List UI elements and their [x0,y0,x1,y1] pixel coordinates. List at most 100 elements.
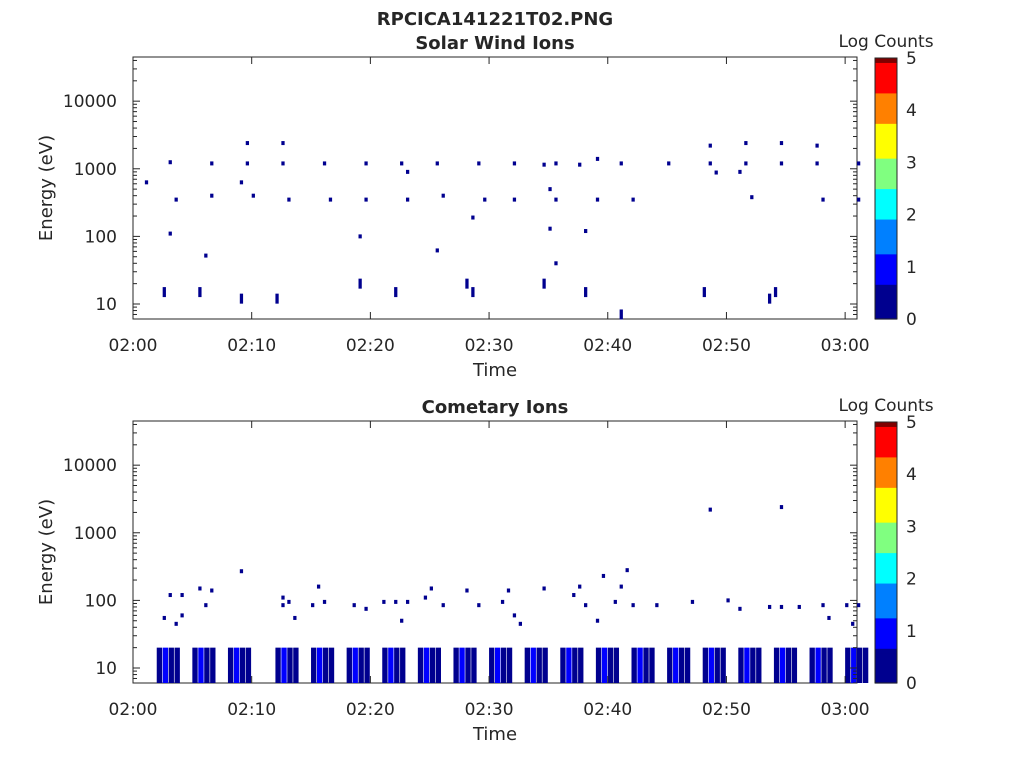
heatmap-cell [815,647,821,683]
x-tick-label: 02:50 [702,700,751,720]
heatmap-cell [471,215,475,220]
heatmap-cell [595,618,600,623]
y-tick-label: 1000 [74,524,117,544]
colorbar-segment [875,262,897,268]
colorbar-segment [875,258,897,264]
heatmap-cell [245,141,250,146]
colorbar-segment [875,140,897,146]
heatmap-cell [483,197,487,202]
colorbar-segment [875,430,897,436]
heatmap-cell [542,647,548,683]
heatmap-cell [287,647,293,683]
heatmap-cell [287,197,291,202]
heatmap-cell [815,161,819,166]
heatmap-cell [821,197,825,202]
heatmap-cell [435,647,441,683]
heatmap-cell [631,647,637,683]
heatmap-cell [578,584,582,589]
heatmap-cell [678,647,685,683]
heatmap-cell [162,287,166,298]
colorbar-segment [875,452,897,458]
heatmap-cell [518,621,523,626]
heatmap-cell [607,647,614,683]
colorbar-segment [875,118,897,124]
heatmap-cell [744,141,748,146]
heatmap-cell [773,647,780,683]
colorbar-segment [875,145,897,150]
heatmap-cell [773,287,778,298]
colorbar-segment [875,517,897,523]
heatmap-cell [779,161,784,166]
heatmap-cell [637,647,643,683]
x-tick-label: 02:20 [346,700,395,720]
colorbar-segment [875,292,897,298]
heatmap-cell [578,162,582,167]
heatmap-cell [322,647,329,683]
heatmap-cell [756,647,762,683]
heatmap-cell [364,161,368,166]
heatmap-cell [619,161,623,166]
heatmap-cell [180,613,184,618]
heatmap-cell [708,161,712,166]
heatmap-cell [441,193,445,198]
colorbar-segment [875,435,897,440]
y-tick-label: 100 [85,227,117,247]
heatmap-cell [649,647,655,683]
heatmap-cell [227,647,234,683]
colorbar-segment [875,236,897,242]
heatmap-cell [281,647,287,683]
colorbar-segment [875,301,897,307]
colorbar-segment [875,617,897,623]
heatmap-cell [613,647,620,683]
heatmap-cell [429,647,436,683]
heatmap-cell [548,187,552,192]
heatmap-cell [394,647,400,683]
heatmap-cell [667,161,671,166]
heatmap-cell [204,253,208,258]
colorbar-segment [875,314,897,320]
heatmap-cell [542,278,546,289]
heatmap-cell [750,195,754,200]
heatmap-cell [506,647,513,683]
colorbar-tick-label: 0 [906,310,917,330]
colorbar-segment [875,469,897,475]
heatmap-cell [512,613,517,618]
colorbar-tick-label: 0 [906,674,917,694]
y-tick-label: 10 [95,295,117,315]
panel-title: Solar Wind Ions [415,33,574,54]
heatmap-cell [779,647,786,683]
heatmap-cell [631,603,635,608]
heatmap-cell [465,647,471,683]
heatmap-cell [815,143,819,148]
colorbar-segment [875,630,897,636]
heatmap-cell [316,584,321,589]
colorbar-segment [875,188,897,194]
colorbar-segment [875,214,897,220]
heatmap-cell [779,505,784,510]
colorbar-segment [875,92,897,98]
heatmap-cell [524,647,531,683]
heatmap-cell [619,584,623,589]
x-tick-label: 02:40 [583,336,632,356]
heatmap-cell [845,647,851,683]
heatmap-cell [845,603,849,608]
x-tick-label: 02:30 [465,700,514,720]
heatmap-cell [204,647,210,683]
colorbar-segment [875,522,897,527]
heatmap-cell [465,588,469,593]
heatmap-cell [352,647,358,683]
heatmap-cell [690,599,695,604]
x-tick-label: 03:00 [821,336,870,356]
y-tick-label: 10 [95,659,117,679]
heatmap-cell [162,615,166,620]
colorbar-segment [875,674,897,680]
heatmap-cell [572,647,578,683]
colorbar-segment [875,609,897,614]
y-tick-label: 10000 [63,92,117,112]
colorbar-segment [875,569,897,575]
heatmap-cell [358,278,362,289]
heatmap-cell [435,161,439,166]
heatmap-cell [394,599,398,604]
heatmap-cell [726,598,730,603]
colorbar-segment [875,114,897,120]
